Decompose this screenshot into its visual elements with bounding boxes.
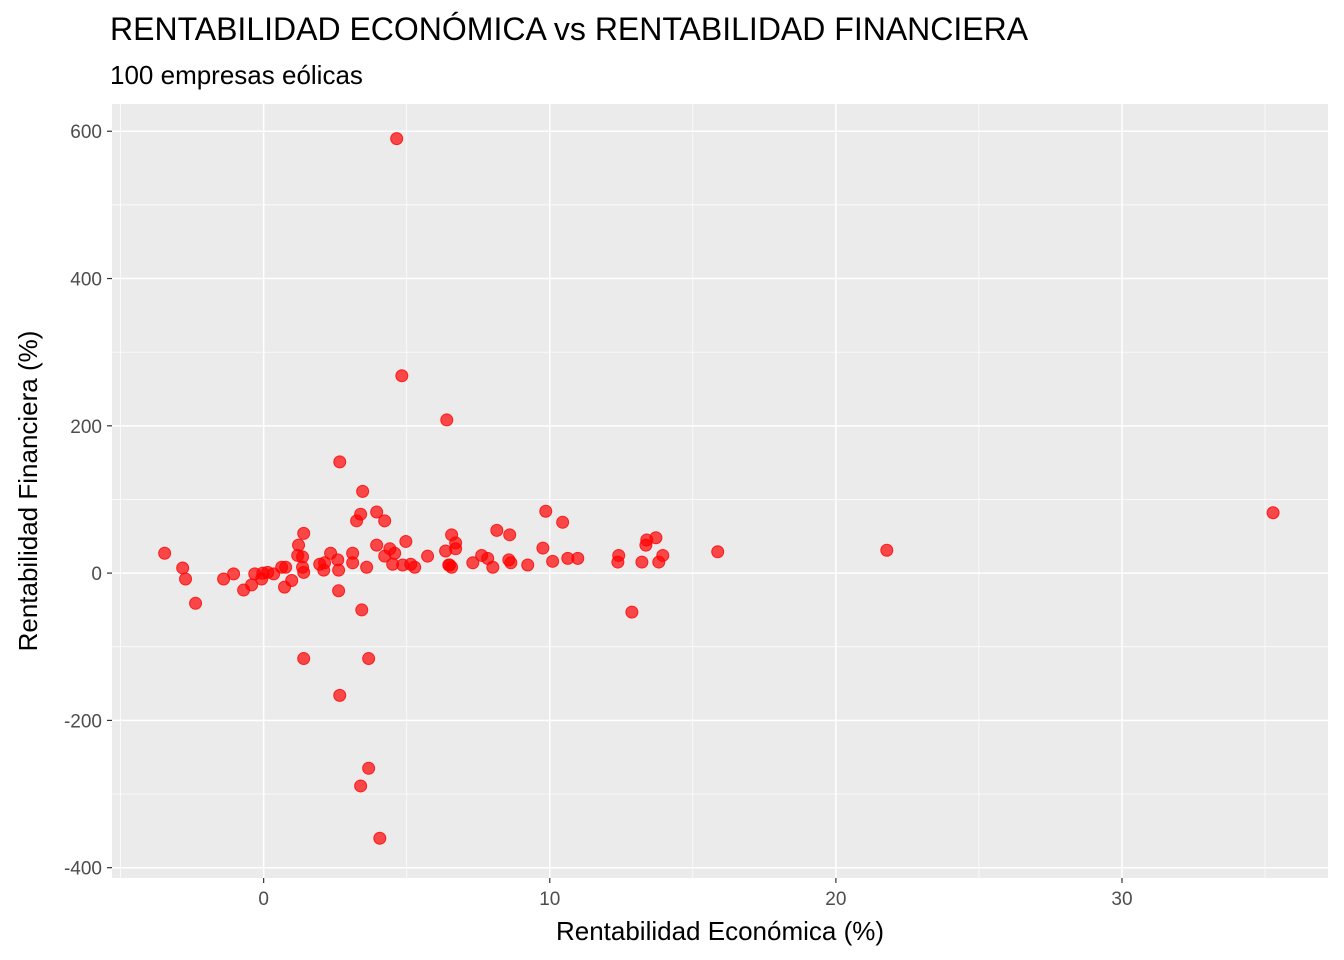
data-point xyxy=(285,573,299,587)
data-point xyxy=(333,455,347,469)
y-axis-ticks: -400 -200 0 200 400 600 xyxy=(64,122,112,880)
data-point xyxy=(227,567,241,581)
data-point xyxy=(332,584,346,598)
data-point xyxy=(711,545,725,559)
data-point xyxy=(521,558,535,572)
data-point xyxy=(217,572,231,586)
y-tick-label: 400 xyxy=(70,270,102,291)
data-point xyxy=(370,505,384,519)
data-point xyxy=(362,761,376,775)
data-point xyxy=(362,652,376,666)
data-point xyxy=(158,546,172,560)
data-point xyxy=(388,546,402,560)
data-point xyxy=(370,538,384,552)
data-point xyxy=(639,538,653,552)
data-point xyxy=(333,688,347,702)
data-point xyxy=(378,514,392,528)
x-axis-ticks: 0 10 20 30 xyxy=(258,878,1133,910)
data-point xyxy=(611,555,625,569)
chart-title: RENTABILIDAD ECONÓMICA vs RENTABILIDAD F… xyxy=(110,11,1029,47)
data-point xyxy=(360,560,374,574)
data-point xyxy=(390,132,404,146)
x-tick-label: 0 xyxy=(258,889,269,910)
data-point xyxy=(297,526,311,540)
data-point xyxy=(486,560,500,574)
data-point xyxy=(536,541,550,555)
data-point xyxy=(354,507,368,521)
data-point xyxy=(880,543,894,557)
data-point xyxy=(399,534,413,548)
y-tick-label: 200 xyxy=(70,417,102,438)
data-point xyxy=(504,556,518,570)
data-point xyxy=(652,555,666,569)
data-point xyxy=(445,560,459,574)
data-point xyxy=(649,531,663,545)
data-point xyxy=(546,554,560,568)
x-tick-label: 10 xyxy=(539,889,560,910)
data-point xyxy=(490,523,504,537)
data-point xyxy=(318,556,332,570)
data-point xyxy=(297,652,311,666)
data-point xyxy=(408,560,422,574)
data-point xyxy=(179,572,193,586)
data-point xyxy=(354,779,368,793)
x-tick-label: 30 xyxy=(1111,889,1132,910)
y-tick-label: 0 xyxy=(91,564,102,585)
data-point xyxy=(466,556,480,570)
data-point xyxy=(297,565,311,579)
data-points xyxy=(158,132,1280,845)
data-point xyxy=(346,556,360,570)
data-point xyxy=(625,605,639,619)
gridlines xyxy=(112,104,1328,878)
data-point xyxy=(355,603,369,617)
data-point xyxy=(176,561,190,575)
y-tick-label: -200 xyxy=(64,711,102,732)
data-point xyxy=(449,536,463,550)
x-axis-label: Rentabilidad Económica (%) xyxy=(556,916,884,946)
data-point xyxy=(503,528,517,542)
y-tick-label: 600 xyxy=(70,122,102,143)
plot-panel xyxy=(112,104,1328,878)
data-point xyxy=(635,555,649,569)
data-point xyxy=(556,515,570,529)
data-point xyxy=(373,831,387,845)
data-point xyxy=(395,369,409,383)
data-point xyxy=(571,551,585,565)
data-point xyxy=(1266,506,1280,520)
data-point xyxy=(539,504,553,518)
x-tick-label: 20 xyxy=(825,889,846,910)
y-axis-label: Rentabilidad Financiera (%) xyxy=(13,331,43,652)
data-point xyxy=(421,549,435,563)
data-point xyxy=(356,484,370,498)
data-point xyxy=(189,596,203,610)
data-point xyxy=(440,413,454,427)
y-tick-label: -400 xyxy=(64,859,102,880)
data-point xyxy=(279,560,293,574)
data-point xyxy=(332,563,346,577)
chart-subtitle: 100 empresas eólicas xyxy=(110,60,363,90)
